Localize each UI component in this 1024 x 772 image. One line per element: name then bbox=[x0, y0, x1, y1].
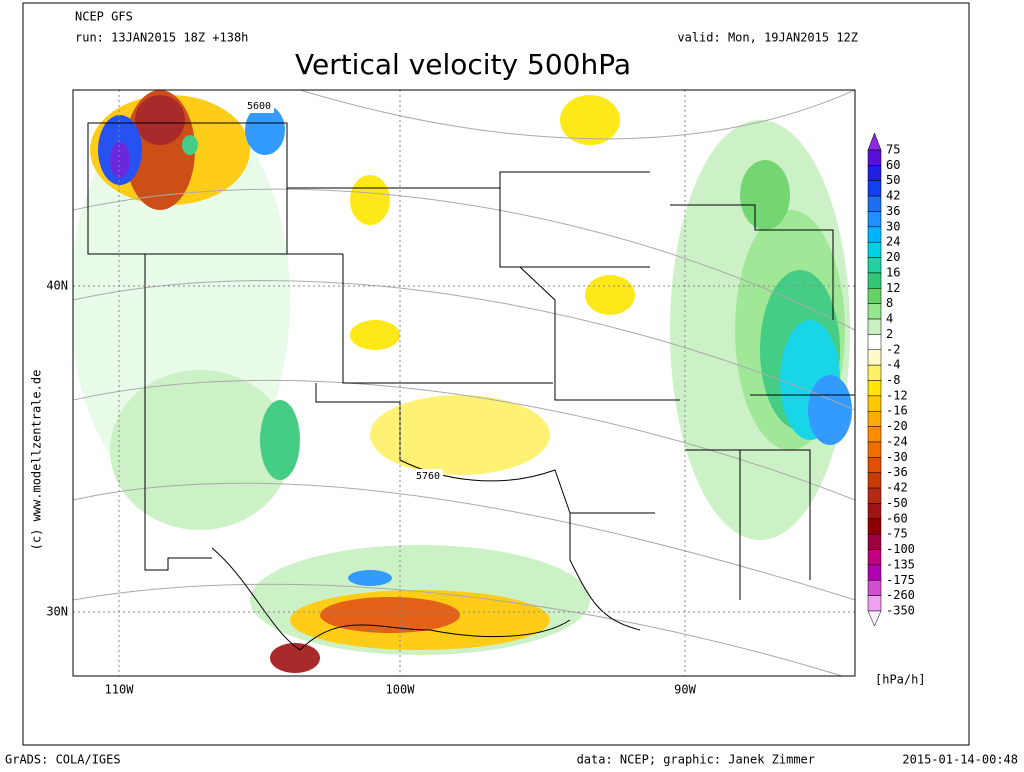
colorbar-label: 24 bbox=[886, 235, 900, 249]
colorbar-swatch bbox=[867, 288, 882, 304]
colorbar-swatch bbox=[867, 149, 882, 166]
colorbar-label: -8 bbox=[886, 373, 900, 387]
colorbar-swatch bbox=[867, 580, 882, 596]
colorbar-swatch bbox=[867, 518, 882, 535]
colorbar-label: -2 bbox=[886, 342, 900, 356]
colorbar-swatch bbox=[867, 487, 882, 504]
colorbar-label: -36 bbox=[886, 465, 908, 479]
colorbar-swatch bbox=[867, 441, 882, 458]
colorbar-swatch bbox=[867, 533, 882, 550]
run: run: 13JAN2015 18Z +138h bbox=[75, 31, 248, 45]
colorbar-swatch bbox=[867, 564, 882, 581]
colorbar-swatch bbox=[867, 303, 882, 320]
colorbar-label: 8 bbox=[886, 296, 893, 310]
colorbar-swatch bbox=[867, 380, 882, 397]
frame bbox=[22, 2, 970, 746]
colorbar-swatch bbox=[867, 165, 882, 181]
model: NCEP GFS bbox=[75, 10, 133, 24]
footer-left: GrADS: COLA/IGES bbox=[5, 753, 121, 767]
credit: (c) www.modellzentrale.de bbox=[30, 370, 44, 551]
colorbar-label: -60 bbox=[886, 511, 908, 525]
colorbar-label: -20 bbox=[886, 419, 908, 433]
colorbar-label: -4 bbox=[886, 358, 900, 372]
colorbar-swatch bbox=[867, 349, 882, 366]
colorbar-swatch bbox=[867, 549, 882, 566]
colorbar-label: 30 bbox=[886, 219, 900, 233]
colorbar-swatch bbox=[867, 318, 882, 335]
colorbar-label: 36 bbox=[886, 204, 900, 218]
lat-label: 30N bbox=[46, 605, 68, 619]
lon-label: 90W bbox=[674, 683, 696, 697]
colorbar-label: -175 bbox=[886, 573, 915, 587]
colorbar-label: -42 bbox=[886, 481, 908, 495]
colorbar-swatch bbox=[867, 272, 882, 289]
colorbar-swatch bbox=[867, 610, 882, 627]
footer-right: 2015-01-14-00:48 bbox=[902, 753, 1018, 767]
map: 5600 5760 bbox=[73, 90, 855, 676]
colorbar-label: -135 bbox=[886, 557, 915, 571]
colorbar-label: -100 bbox=[886, 542, 915, 556]
colorbar-swatch bbox=[867, 410, 882, 427]
colorbar-swatch bbox=[867, 241, 882, 258]
colorbar-swatch bbox=[867, 503, 882, 520]
colorbar-swatch bbox=[867, 226, 882, 243]
colorbar-swatch bbox=[867, 195, 882, 212]
colorbar-swatch bbox=[867, 426, 882, 443]
colorbar-label: -30 bbox=[886, 450, 908, 464]
colorbar-swatch bbox=[867, 364, 882, 381]
colorbar-swatch bbox=[867, 472, 882, 489]
lon-label: 110W bbox=[105, 683, 135, 697]
colorbar-label: 4 bbox=[886, 312, 893, 326]
colorbar-label: -75 bbox=[886, 527, 908, 541]
colorbar-label: -12 bbox=[886, 388, 908, 402]
colorbar-label: 42 bbox=[886, 189, 900, 203]
colorbar-swatch bbox=[867, 211, 882, 228]
colorbar-label: 50 bbox=[886, 173, 900, 187]
colorbar-swatch bbox=[867, 595, 882, 612]
colorbar-label: 20 bbox=[886, 250, 900, 264]
colorbar-label: 75 bbox=[886, 143, 900, 157]
contour-label: 5600 bbox=[247, 101, 271, 112]
contour-label: 5760 bbox=[416, 471, 440, 482]
colorbar-label: 12 bbox=[886, 281, 900, 295]
lon-label: 100W bbox=[386, 683, 416, 697]
colorbar-label: 16 bbox=[886, 265, 900, 279]
lat-label: 40N bbox=[46, 279, 68, 293]
unit: [hPa/h] bbox=[875, 673, 926, 687]
colorbar-label: -260 bbox=[886, 588, 915, 602]
colorbar-swatch bbox=[867, 334, 882, 351]
valid: valid: Mon, 19JAN2015 12Z bbox=[677, 31, 858, 45]
colorbar-swatch bbox=[867, 257, 882, 274]
colorbar-swatch bbox=[867, 395, 882, 412]
title: Vertical velocity 500hPa bbox=[295, 48, 631, 81]
colorbar-label: -50 bbox=[886, 496, 908, 510]
colorbar-swatch bbox=[867, 457, 882, 473]
colorbar-label: -16 bbox=[886, 404, 908, 418]
colorbar-swatch bbox=[867, 132, 882, 151]
colorbar-label: 60 bbox=[886, 158, 900, 172]
colorbar-label: 2 bbox=[886, 327, 893, 341]
map-border bbox=[72, 89, 856, 677]
colorbar-swatch bbox=[867, 180, 882, 197]
colorbar-label: -24 bbox=[886, 434, 908, 448]
colorbar-label: -350 bbox=[886, 604, 915, 618]
footer-center: data: NCEP; graphic: Janek Zimmer bbox=[577, 753, 815, 767]
colorbar: 75605042363024201612842-2-4-8-12-16-20-2… bbox=[867, 132, 915, 627]
